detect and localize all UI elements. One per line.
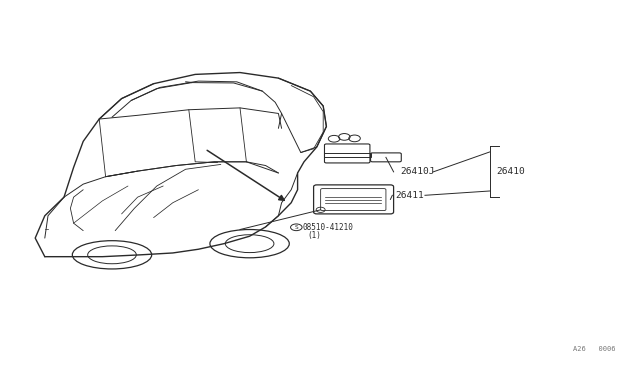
Text: 26411: 26411 xyxy=(396,191,424,200)
Bar xyxy=(324,153,371,157)
Text: 26410J: 26410J xyxy=(400,167,435,176)
Text: 08510-41210: 08510-41210 xyxy=(302,223,353,232)
Text: 26410: 26410 xyxy=(496,167,525,176)
Text: S: S xyxy=(294,225,298,230)
Text: A26   0006: A26 0006 xyxy=(573,346,615,352)
Text: (1): (1) xyxy=(307,231,321,240)
